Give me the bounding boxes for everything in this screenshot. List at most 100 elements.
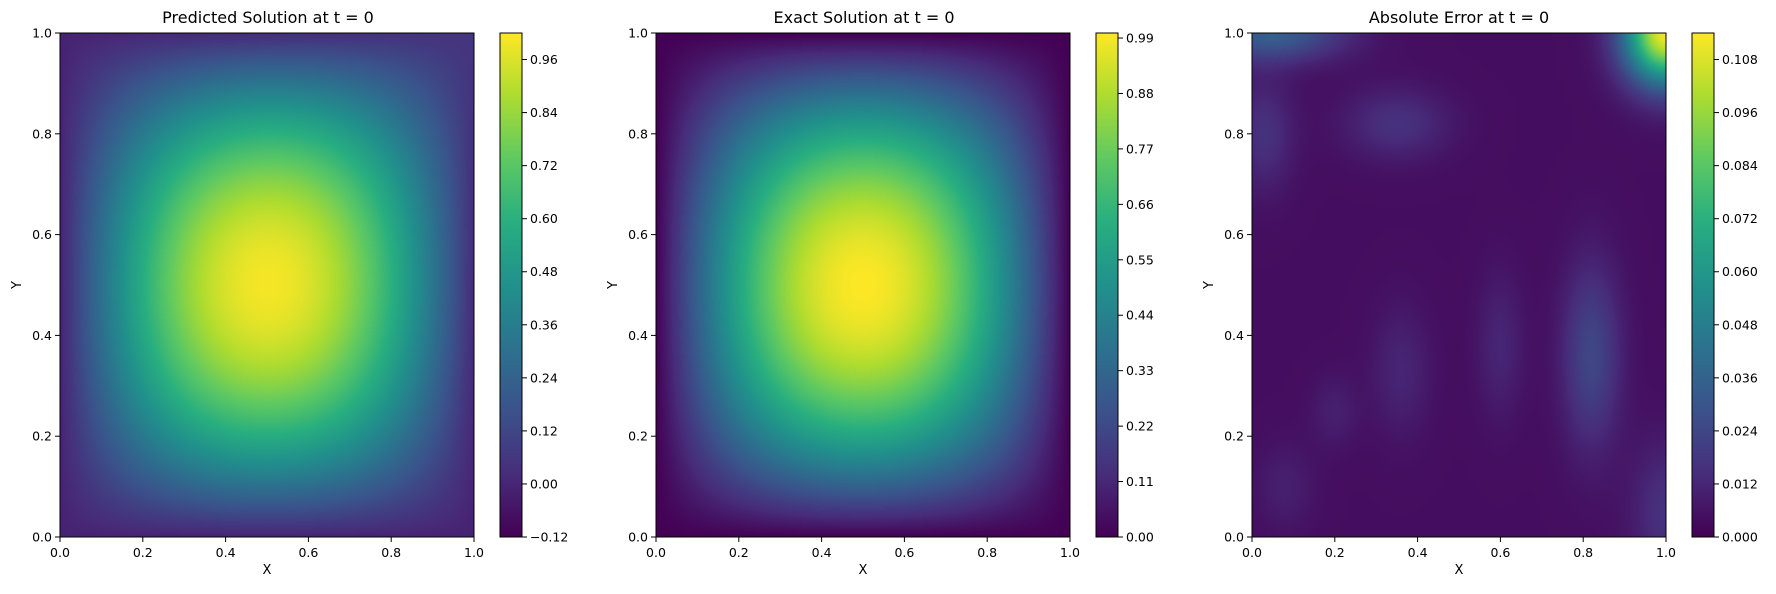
axes-frame: [59, 32, 475, 538]
colorbar-ticks: 0.000 0.012 0.024 0.036 0.048 0.060 0.072 0.084…: [1714, 52, 1758, 545]
x-tick-label: 0.4: [216, 545, 236, 560]
colorbar-tick-label: 0.44: [1126, 308, 1154, 323]
colorbar-tick-label: 0.24: [530, 370, 558, 385]
y-tick-label: 1.0: [628, 26, 648, 41]
colorbar-tick-label: 0.33: [1126, 363, 1154, 378]
x-tick-label: 1.0: [464, 545, 484, 560]
y-tick-label: 0.4: [628, 328, 648, 343]
y-tick-label: 0.8: [32, 126, 52, 141]
y-tick-label: 0.6: [32, 227, 52, 242]
colorbar-tick-label: 0.96: [530, 52, 558, 67]
y-tick-label: 0.2: [32, 429, 52, 444]
colorbar-tick-label: 0.012: [1722, 476, 1758, 491]
colorbar-tick-label: 0.000: [1722, 530, 1758, 545]
x-tick-label: 0.0: [1242, 545, 1262, 560]
colorbar: [1691, 32, 1715, 538]
y-tick-label: 1.0: [1224, 26, 1244, 41]
x-tick-label: 0.2: [1325, 545, 1345, 560]
colorbar-tick-label: 0.48: [530, 264, 558, 279]
y-tick-label: 0.0: [1224, 530, 1244, 545]
x-axis-label: X: [1455, 563, 1464, 578]
y-tick-label: 0.2: [1224, 429, 1244, 444]
colorbar-tick-label: 0.77: [1126, 141, 1154, 156]
y-tick-label: 0.0: [32, 530, 52, 545]
heatmap-field: [1252, 33, 1666, 537]
colorbar-tick-label: 0.99: [1126, 31, 1154, 46]
x-axis-label: X: [263, 563, 272, 578]
x-tick-label: 0.6: [894, 545, 914, 560]
colorbar-tick-label: 0.060: [1722, 264, 1758, 279]
plot-title: Exact Solution at t = 0: [774, 8, 955, 27]
heatmap-field: [656, 33, 1070, 537]
axes-frame: [1251, 32, 1667, 538]
x-axis-label: X: [859, 563, 868, 578]
heatmap-canvas: [60, 33, 474, 537]
y-axis: 0.0 0.2 0.4 0.6 0.8 1.0: [32, 26, 60, 545]
x-tick-label: 0.6: [1490, 545, 1510, 560]
x-tick-label: 0.2: [133, 545, 153, 560]
colorbar-tick-label: 0.00: [1126, 530, 1154, 545]
x-tick-label: 0.8: [977, 545, 997, 560]
y-axis-label: Y: [606, 281, 621, 290]
y-tick-label: 0.6: [628, 227, 648, 242]
x-axis: 0.0 0.2 0.4 0.6 0.8 1.0: [1242, 537, 1676, 560]
colorbar-tick-label: 0.36: [530, 317, 558, 332]
colorbar-ticks: −0.12 0.00 0.12 0.24 0.36 0.48 0.60 0.72 0.84 0.9…: [522, 52, 568, 545]
y-tick-label: 0.6: [1224, 227, 1244, 242]
colorbar-tick-label: 0.72: [530, 158, 558, 173]
x-tick-label: 0.6: [298, 545, 318, 560]
colorbar-tick-label: 0.60: [530, 211, 558, 226]
colorbar: [499, 32, 523, 538]
x-tick-label: 0.2: [729, 545, 749, 560]
heatmap-canvas-holder: [1252, 33, 1666, 537]
y-axis-label: Y: [1202, 281, 1217, 290]
x-tick-label: 0.4: [812, 545, 832, 560]
colorbar-tick-label: 0.11: [1126, 474, 1154, 489]
y-tick-label: 0.2: [628, 429, 648, 444]
x-tick-label: 1.0: [1656, 545, 1676, 560]
colorbar-tick-label: 0.048: [1722, 317, 1758, 332]
y-tick-label: 0.4: [1224, 328, 1244, 343]
plot-title: Absolute Error at t = 0: [1369, 8, 1549, 27]
colorbar-tick-label: 0.096: [1722, 105, 1758, 120]
colorbar-tick-label: 0.024: [1722, 423, 1758, 438]
x-tick-label: 0.0: [646, 545, 666, 560]
colorbar-tick-label: 0.036: [1722, 370, 1758, 385]
y-axis: 0.0 0.2 0.4 0.6 0.8 1.0: [628, 26, 656, 545]
y-axis: 0.0 0.2 0.4 0.6 0.8 1.0: [1224, 26, 1252, 545]
colorbar-tick-label: 0.084: [1722, 158, 1758, 173]
panel-predicted: Predicted Solution at t = 0 0.0 0.2 0.4 0.6…: [10, 8, 568, 578]
heatmap-canvas: [656, 33, 1070, 537]
heatmap-canvas-holder: [656, 33, 1070, 537]
colorbar-tick-label: 0.84: [530, 105, 558, 120]
x-axis: 0.0 0.2 0.4 0.6 0.8 1.0: [646, 537, 1080, 560]
heatmap-field: [60, 33, 474, 537]
y-tick-label: 0.8: [1224, 126, 1244, 141]
x-tick-label: 0.8: [1573, 545, 1593, 560]
y-tick-label: 1.0: [32, 26, 52, 41]
axes-frame: [655, 32, 1071, 538]
colorbar: [1095, 32, 1119, 538]
colorbar-tick-label: 0.108: [1722, 52, 1758, 67]
colorbar-tick-label: 0.22: [1126, 419, 1154, 434]
x-tick-label: 1.0: [1060, 545, 1080, 560]
colorbar-tick-label: 0.55: [1126, 252, 1154, 267]
plot-title: Predicted Solution at t = 0: [162, 8, 374, 27]
heatmap-canvas-holder: [60, 33, 474, 537]
colorbar-tick-label: 0.88: [1126, 86, 1154, 101]
colorbar-tick-label: 0.00: [530, 476, 558, 491]
colorbar-ticks: 0.00 0.11 0.22 0.33 0.44 0.55 0.66 0.77 0.88 0.99: [1118, 31, 1154, 545]
panel-exact: Exact Solution at t = 0 0.0 0.2 0.4 0.6 0.8 1…: [606, 8, 1154, 578]
panel-absolute-error: Absolute Error at t = 0 0.0 0.2 0.4 0.6 0.8 1…: [1202, 8, 1758, 578]
colorbar-tick-label: 0.66: [1126, 197, 1154, 212]
heatmap-canvas: [1252, 33, 1666, 537]
y-tick-label: 0.4: [32, 328, 52, 343]
x-axis: 0.0 0.2 0.4 0.6 0.8 1.0: [50, 537, 484, 560]
x-tick-label: 0.4: [1408, 545, 1428, 560]
colorbar-tick-label: −0.12: [530, 530, 568, 545]
x-tick-label: 0.8: [381, 545, 401, 560]
y-tick-label: 0.8: [628, 126, 648, 141]
colorbar-tick-label: 0.12: [530, 423, 558, 438]
